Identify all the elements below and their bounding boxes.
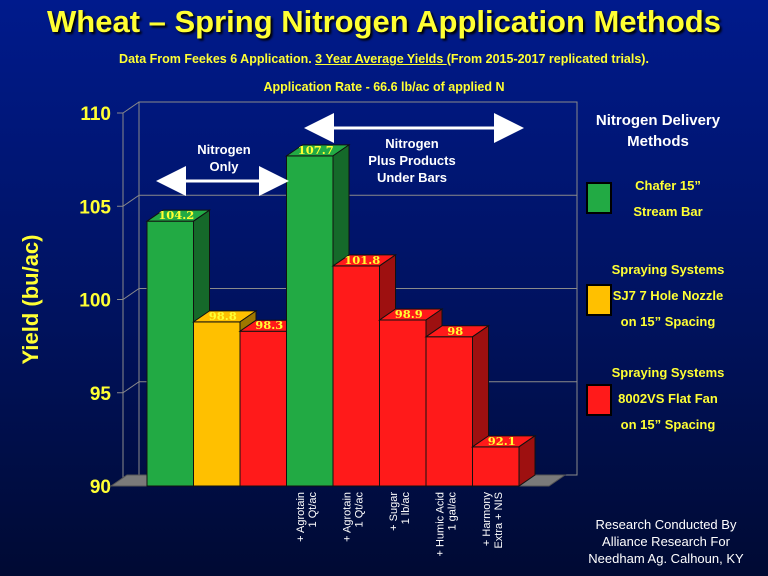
plus-products-label-line1: Nitrogen (385, 136, 439, 151)
legend-sj7-line2: SJ7 7 Hole Nozzle (612, 288, 724, 303)
bar-side (518, 434, 536, 487)
bar-value-label: 98.9 (395, 307, 423, 321)
legend-text-sj7: Spraying Systems SJ7 7 Hole Nozzle on 15… (588, 257, 748, 335)
y-axis-label: Yield (bu/ac) (18, 235, 43, 365)
bar-6: 98 + Humic Acid 1 gal/ac (424, 324, 491, 557)
legend-swatch-yellow (586, 284, 612, 316)
research-credit: Research Conducted By Alliance Research … (566, 516, 766, 567)
y-tick-label: 110 (80, 104, 111, 125)
y-tick-label: 100 (79, 291, 111, 312)
bar-value-label: 98.3 (255, 318, 283, 332)
x-tick-label: 1 lb/ac (400, 492, 412, 525)
y-tick-label: 105 (79, 197, 111, 218)
bar-value-label: 104.2 (158, 208, 194, 222)
gridline-depth (122, 194, 140, 207)
plus-products-label-line2: Plus Products (368, 153, 455, 168)
legend-sj7-line3: on 15” Spacing (620, 314, 716, 329)
x-tick-label: 1 gal/ac (446, 492, 458, 531)
nitrogen-only-label-line1: Nitrogen (197, 142, 251, 157)
bar-front (146, 220, 194, 487)
legend-flatfan-line3: on 15” Spacing (620, 417, 716, 432)
x-tick-label: 1 Qt/ac (307, 492, 319, 528)
bar-front (472, 446, 520, 487)
bar-value-label: 101.8 (344, 253, 380, 267)
gridline-depth (122, 288, 140, 300)
x-tick-label: 1 Qt/ac (353, 492, 365, 528)
bar-value-label: 98.8 (209, 309, 237, 323)
bar-front (379, 319, 427, 487)
bar-front (332, 265, 380, 487)
y-tick-label: 90 (90, 477, 111, 498)
credit-line2: Alliance Research For (602, 534, 730, 549)
legend-flatfan-line2: 8002VS Flat Fan (618, 391, 718, 406)
gridline-depth (122, 381, 140, 394)
subtitle-post: (From 2015-2017 replicated trials). (446, 52, 649, 66)
chart-title: Wheat – Spring Nitrogen Application Meth… (47, 4, 721, 39)
bar-value-label: 107.7 (298, 143, 334, 157)
x-tick-label: + Agrotain (295, 492, 307, 542)
subtitle-pre: Data From Feekes 6 Application. (119, 52, 316, 66)
credit-line1: Research Conducted By (595, 517, 737, 532)
credit-line3: Needham Ag. Calhoun, KY (588, 551, 744, 566)
x-tick-label: + Agrotain (341, 492, 353, 542)
y-tick-label: 95 (90, 384, 112, 405)
legend-swatch-red (586, 384, 612, 416)
legend-text-chafer: Chafer 15” Stream Bar (588, 173, 748, 225)
x-tick-label: + Sugar (388, 492, 400, 531)
bar-front (425, 336, 473, 487)
bar-value-label: 98 (447, 324, 463, 338)
bar-front (239, 330, 287, 487)
legend-title-line2: Methods (627, 133, 689, 150)
x-tick-label: Extra + NIS (493, 492, 505, 549)
legend-flatfan-line1: Spraying Systems (611, 365, 725, 380)
legend-chafer-line1: Chafer 15” (635, 178, 701, 193)
chart-subtitle: Data From Feekes 6 Application. 3 Year A… (0, 52, 768, 66)
legend-sj7-line1: Spraying Systems (611, 262, 725, 277)
legend-chafer-line2: Stream Bar (633, 204, 703, 219)
gridline-depth (122, 101, 140, 114)
x-tick-label: + Humic Acid (434, 492, 446, 557)
bar-front (286, 155, 334, 487)
bar-value-label: 92.1 (488, 434, 516, 448)
application-rate: Application Rate - 66.6 lb/ac of applied… (263, 80, 505, 94)
legend-text-flatfan: Spraying Systems 8002VS Flat Fan on 15” … (588, 360, 748, 438)
bar-7: 92.1 + Harmony Extra + NIS (470, 434, 537, 549)
legend-swatch-green (586, 182, 612, 214)
nitrogen-only-label-line2: Only (210, 159, 240, 174)
bar-front (193, 321, 241, 487)
legend-title: Nitrogen Delivery Methods (578, 110, 738, 152)
subtitle-underlined: 3 Year Average Yields (315, 52, 447, 66)
x-tick-label: + Harmony (481, 492, 493, 547)
plus-products-label-line3: Under Bars (377, 170, 447, 185)
legend-title-line1: Nitrogen Delivery (595, 112, 721, 129)
